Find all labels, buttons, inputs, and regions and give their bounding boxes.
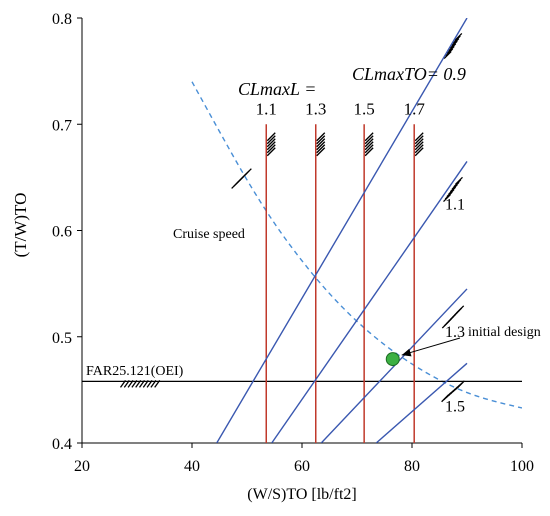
hatch-stroke <box>266 132 276 142</box>
hatch-stroke <box>316 141 326 151</box>
x-tick-label: 20 <box>74 458 90 475</box>
hatch-stroke <box>364 132 374 142</box>
hatch-stroke <box>446 45 455 54</box>
ticks <box>77 17 523 448</box>
landing-labels: 1.1 1.3 1.5 1.7 <box>256 99 426 118</box>
y-tick-label: 0.6 <box>52 224 72 241</box>
hatch-stroke <box>266 135 276 145</box>
hatch-stroke <box>364 135 374 145</box>
takeoff-lines <box>216 18 468 443</box>
x-tick-label: 100 <box>510 458 534 475</box>
hatch-stroke <box>364 138 374 148</box>
hatch-stroke <box>414 135 424 145</box>
hatch-stroke <box>266 147 276 157</box>
oei-limit-label: FAR25.121(OEI) <box>86 364 184 379</box>
hatch-stroke <box>266 141 276 151</box>
hatch-stroke <box>266 144 276 154</box>
hatch-marks <box>119 32 465 403</box>
hatch-stroke <box>445 48 454 57</box>
cruise-speed-curve <box>191 81 522 409</box>
y-tick-label: 0.4 <box>52 436 72 453</box>
hatch-stroke <box>414 141 424 151</box>
design-point-marker <box>385 352 400 367</box>
hatch-stroke <box>456 305 465 314</box>
hatch-stroke <box>449 40 458 49</box>
takeoff-header: CLmaxTO= 0.9 <box>352 64 466 84</box>
hatch-stroke <box>364 141 374 151</box>
design-point-arrow <box>401 337 461 356</box>
takeoff-line <box>375 362 468 443</box>
x-tick-label: 80 <box>404 458 420 475</box>
hatch-stroke <box>414 144 424 154</box>
landing-header: CLmaxL = <box>238 79 316 99</box>
cruise-speed-label: Cruise speed <box>173 227 245 242</box>
takeoff-line <box>320 288 468 443</box>
hatch-stroke <box>316 144 326 154</box>
hatch-stroke <box>456 380 465 389</box>
hatch-stroke <box>364 144 374 154</box>
hatch-stroke <box>243 168 252 177</box>
hatch-stroke <box>454 32 463 41</box>
hatch-stroke <box>316 138 326 148</box>
takeoff-line-label: 1.3 <box>445 324 465 341</box>
takeoff-line <box>271 161 468 443</box>
hatch-stroke <box>414 138 424 148</box>
landing-limit-label: 1.5 <box>354 99 375 118</box>
y-tick-label: 0.8 <box>52 11 72 28</box>
hatch-stroke <box>364 147 374 157</box>
hatch-stroke <box>316 147 326 157</box>
landing-limit-lines <box>265 124 415 443</box>
x-tick-label: 60 <box>294 458 310 475</box>
hatch-stroke <box>443 51 452 60</box>
hatch-stroke <box>448 43 457 52</box>
hatch-stroke <box>452 35 461 44</box>
hatch-stroke <box>316 135 326 145</box>
y-tick-label: 0.7 <box>52 117 72 134</box>
takeoff-line-label: 1.5 <box>445 398 465 415</box>
tick-labels: 20 40 60 80 100 0.4 0.5 0.6 0.7 0.8 <box>52 11 534 475</box>
hatch-stroke <box>455 176 463 185</box>
takeoff-labels: 1.1 1.3 1.5 <box>445 196 465 415</box>
hatch-stroke <box>414 132 424 142</box>
takeoff-line <box>216 18 468 443</box>
takeoff-line-label: 1.1 <box>445 196 465 213</box>
x-axis-label: (W/S)TO [lb/ft2] <box>247 486 356 503</box>
landing-limit-label: 1.1 <box>256 99 277 118</box>
design-point-label: initial design <box>468 325 541 340</box>
hatch-stroke <box>316 132 326 142</box>
landing-limit-label: 1.3 <box>305 99 326 118</box>
hatch-stroke <box>451 38 460 47</box>
y-tick-label: 0.5 <box>52 330 72 347</box>
x-tick-label: 40 <box>184 458 200 475</box>
hatch-stroke <box>266 138 276 148</box>
landing-limit-label: 1.7 <box>404 99 426 118</box>
y-axis-label: (T/W)TO <box>11 193 30 258</box>
design-point-arrowhead <box>401 348 412 357</box>
hatch-stroke <box>414 147 424 157</box>
